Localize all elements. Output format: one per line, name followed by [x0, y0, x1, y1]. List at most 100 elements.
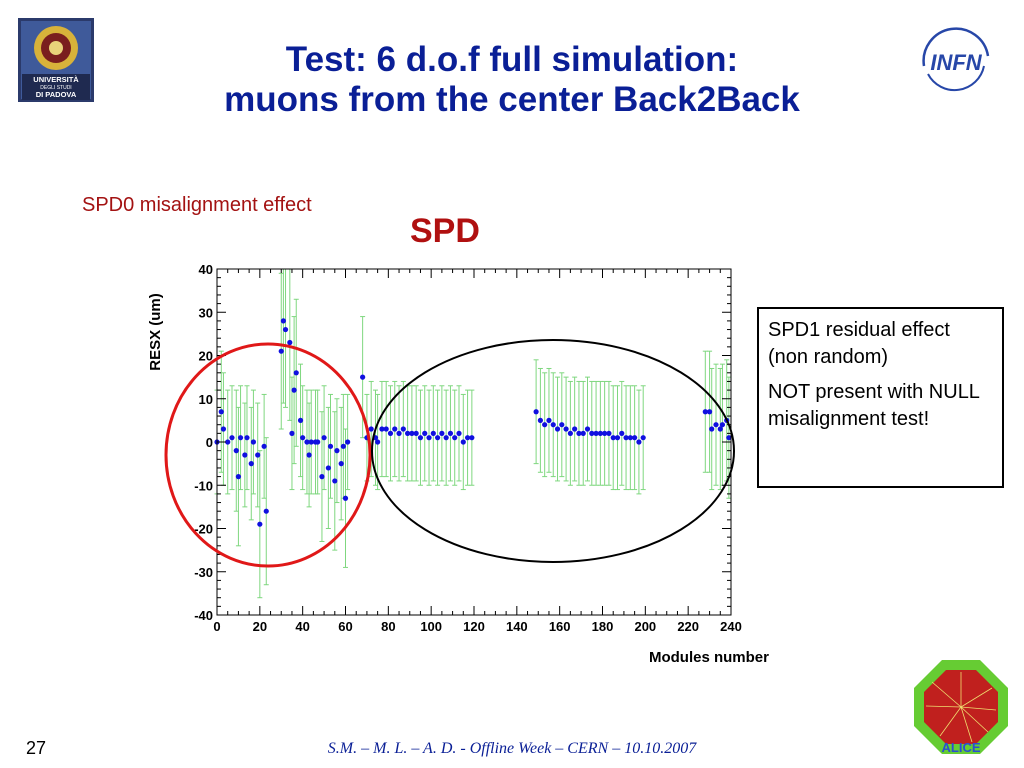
data-point [233, 448, 239, 454]
data-point [610, 435, 616, 441]
data-point [306, 452, 312, 458]
data-point [287, 339, 293, 346]
data-point [225, 439, 231, 445]
y-tick-label: 20 [199, 349, 213, 364]
data-point [332, 478, 338, 484]
data-point [417, 435, 424, 441]
data-point [580, 430, 586, 436]
data-point [237, 435, 244, 441]
x-axis-label: Modules number [649, 649, 769, 666]
data-point [426, 435, 432, 441]
data-point [409, 430, 415, 436]
data-point [464, 435, 471, 441]
footer-text: S.M. – M. L. – A. D. - Offline Week – CE… [327, 740, 697, 757]
data-point [248, 461, 254, 467]
data-point [550, 422, 556, 428]
residual-note-box: SPD1 residual effect (non random) NOT pr… [757, 307, 1004, 488]
data-point [400, 426, 406, 432]
x-tick-label: 120 [463, 619, 485, 634]
x-tick-label: 180 [592, 619, 614, 634]
data-point [593, 430, 599, 436]
data-point [554, 426, 561, 432]
data-point [567, 430, 573, 436]
data-point [229, 435, 235, 441]
data-point [375, 439, 381, 445]
data-point [261, 443, 267, 449]
y-tick-label: -10 [194, 478, 213, 493]
x-tick-label: 140 [506, 619, 528, 634]
data-point [300, 435, 306, 441]
data-point [383, 426, 389, 432]
data-point [308, 439, 314, 445]
slide-title-line2: muons from the center Back2Back [224, 80, 800, 119]
data-point [304, 439, 310, 445]
data-point [235, 474, 242, 480]
x-tick-label: 20 [253, 619, 267, 634]
data-point [387, 430, 394, 436]
data-point [597, 430, 603, 436]
data-point [396, 430, 402, 436]
data-point [717, 426, 723, 432]
data-point [315, 439, 321, 445]
data-point [702, 409, 708, 415]
data-point [242, 452, 248, 458]
logo-bottom-text: ALICE [942, 740, 981, 755]
slide-title-line1: Test: 6 d.o.f full simulation: [285, 40, 739, 79]
data-point [334, 448, 340, 454]
data-point [614, 435, 621, 441]
x-tick-label: 240 [720, 619, 742, 634]
logo-left-text2: DEGLI STUDI [40, 85, 71, 91]
data-point [576, 430, 582, 436]
x-tick-label: 40 [295, 619, 309, 634]
y-tick-label: 10 [199, 392, 213, 407]
data-point [280, 318, 286, 324]
data-point [719, 422, 726, 428]
x-tick-label: 0 [213, 619, 220, 634]
data-point [338, 461, 344, 467]
note-text-2: NOT present with NULL misalignment test! [768, 381, 980, 430]
data-point [360, 374, 366, 380]
data-point [469, 435, 475, 441]
data-point [632, 435, 638, 441]
data-point [250, 439, 257, 445]
data-point [278, 348, 284, 354]
y-tick-label: 40 [199, 262, 213, 277]
data-point [606, 430, 612, 436]
data-point [405, 430, 411, 436]
logo-right-text: INFN [930, 50, 982, 75]
misalignment-annotation: SPD0 misalignment effect [82, 194, 312, 216]
data-point [379, 426, 385, 432]
data-point [392, 426, 398, 432]
data-point [456, 430, 462, 436]
spd1-highlight-ellipse [371, 339, 735, 563]
data-point [430, 430, 436, 436]
data-point [627, 435, 633, 441]
data-point [319, 474, 325, 480]
x-tick-label: 60 [338, 619, 352, 634]
page-number: 27 [26, 738, 47, 758]
logo-left-text3: DI PADOVA [36, 90, 77, 99]
data-point [559, 422, 565, 428]
y-tick-label: -30 [194, 565, 213, 580]
data-point [640, 435, 646, 441]
data-point [340, 443, 346, 449]
data-point [589, 430, 595, 436]
data-point [220, 426, 227, 432]
slide-title: Test: 6 d.o.f full simulation: muons fro… [120, 40, 904, 120]
data-point [546, 417, 552, 423]
x-tick-label: 220 [677, 619, 699, 634]
data-point [619, 430, 625, 436]
data-point [257, 521, 263, 527]
note-text-1: SPD1 residual effect (non random) [768, 319, 950, 368]
x-tick-label: 200 [634, 619, 656, 634]
data-point [342, 495, 349, 501]
data-point [218, 409, 224, 415]
data-point [282, 326, 289, 333]
data-point [447, 430, 454, 436]
data-point [636, 439, 642, 445]
alice-logo: ALICE [912, 658, 1010, 756]
data-point [244, 435, 250, 441]
y-tick-label: -40 [194, 608, 213, 623]
